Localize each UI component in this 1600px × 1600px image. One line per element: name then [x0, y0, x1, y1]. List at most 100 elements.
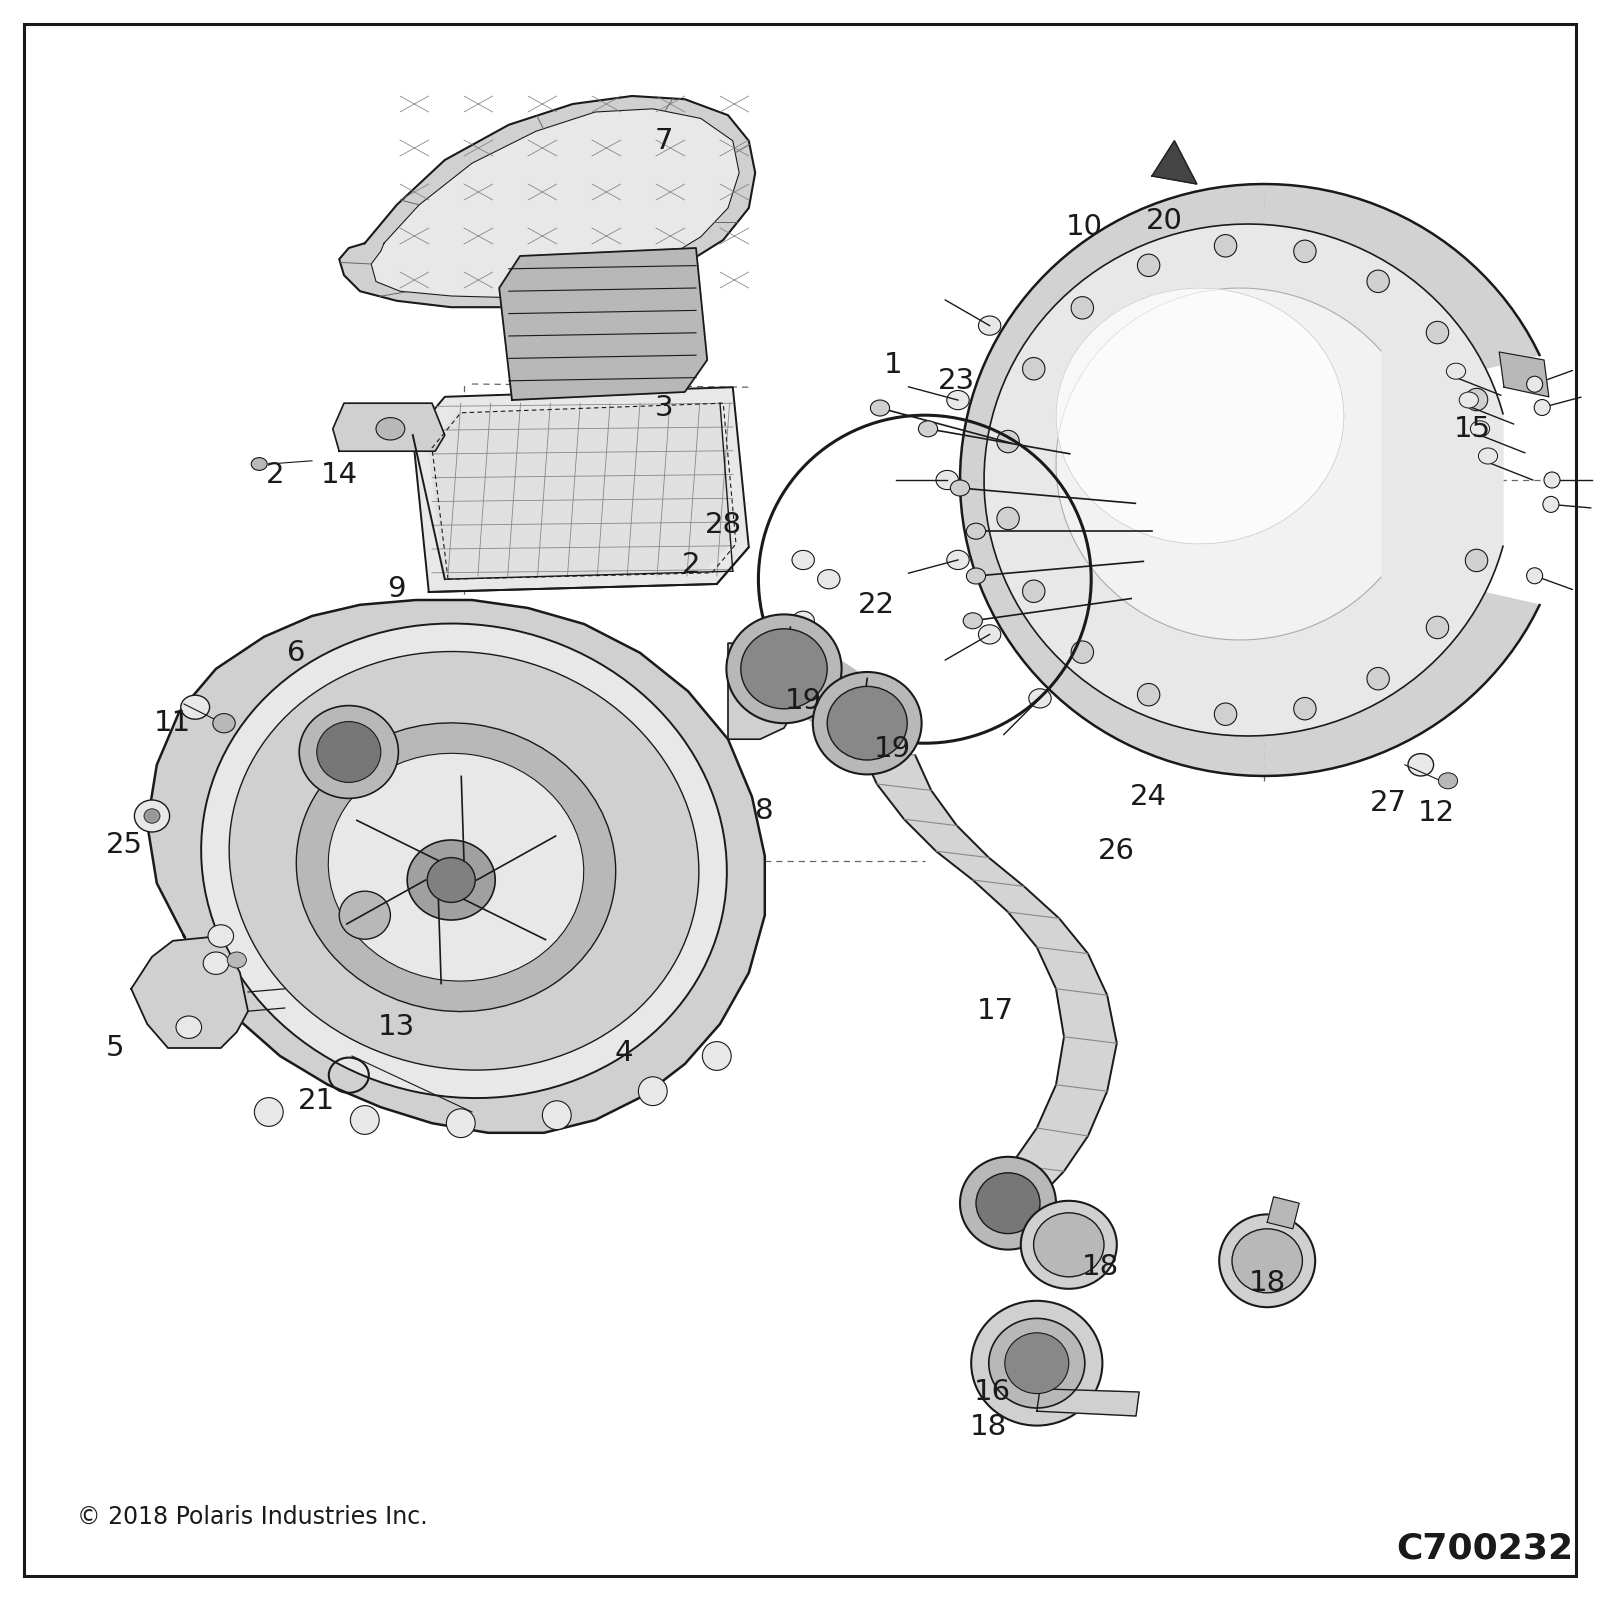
Ellipse shape — [1470, 421, 1490, 437]
Text: 9: 9 — [387, 574, 406, 603]
Ellipse shape — [979, 317, 1002, 334]
Polygon shape — [131, 936, 248, 1048]
Ellipse shape — [339, 891, 390, 939]
Ellipse shape — [1542, 496, 1558, 512]
Polygon shape — [1267, 1197, 1299, 1229]
Ellipse shape — [827, 686, 907, 760]
Ellipse shape — [1294, 698, 1317, 720]
Ellipse shape — [792, 550, 814, 570]
Text: 18: 18 — [1082, 1253, 1120, 1282]
Polygon shape — [147, 600, 765, 1133]
Ellipse shape — [1366, 667, 1389, 690]
Text: 26: 26 — [1098, 837, 1136, 866]
Polygon shape — [339, 96, 755, 307]
Ellipse shape — [1294, 240, 1317, 262]
Text: © 2018 Polaris Industries Inc.: © 2018 Polaris Industries Inc. — [77, 1504, 427, 1530]
Ellipse shape — [203, 952, 229, 974]
Ellipse shape — [960, 1157, 1056, 1250]
Polygon shape — [429, 403, 733, 579]
Text: 17: 17 — [976, 997, 1014, 1026]
Ellipse shape — [1526, 568, 1542, 584]
Ellipse shape — [1022, 357, 1045, 379]
Ellipse shape — [638, 1077, 667, 1106]
Text: 23: 23 — [938, 366, 976, 395]
Ellipse shape — [1466, 549, 1488, 571]
Text: 4: 4 — [614, 1038, 634, 1067]
Ellipse shape — [1034, 1213, 1104, 1277]
Text: 10: 10 — [1066, 213, 1104, 242]
Polygon shape — [1152, 141, 1197, 184]
Ellipse shape — [376, 418, 405, 440]
Ellipse shape — [144, 808, 160, 822]
Polygon shape — [781, 627, 867, 752]
Text: 11: 11 — [154, 709, 192, 738]
Ellipse shape — [741, 629, 827, 709]
Ellipse shape — [317, 722, 381, 782]
Text: 6: 6 — [286, 638, 306, 667]
Text: 25: 25 — [106, 830, 144, 859]
Polygon shape — [960, 184, 1539, 776]
Polygon shape — [861, 749, 1117, 1200]
Ellipse shape — [792, 611, 814, 630]
Text: 24: 24 — [1130, 782, 1168, 811]
Ellipse shape — [1070, 642, 1093, 664]
Polygon shape — [499, 248, 707, 400]
Text: 2: 2 — [682, 550, 701, 579]
Ellipse shape — [202, 624, 726, 1098]
Ellipse shape — [208, 925, 234, 947]
Ellipse shape — [966, 523, 986, 539]
Ellipse shape — [963, 613, 982, 629]
Polygon shape — [1037, 1389, 1139, 1416]
Ellipse shape — [1070, 296, 1093, 318]
Ellipse shape — [1526, 376, 1542, 392]
Ellipse shape — [446, 1109, 475, 1138]
Text: 21: 21 — [298, 1086, 336, 1115]
Polygon shape — [728, 643, 797, 739]
Text: 20: 20 — [1146, 206, 1184, 235]
Polygon shape — [1056, 288, 1344, 544]
Ellipse shape — [251, 458, 267, 470]
Polygon shape — [371, 109, 739, 298]
Text: 19: 19 — [874, 734, 912, 763]
Ellipse shape — [299, 706, 398, 798]
Ellipse shape — [254, 1098, 283, 1126]
Polygon shape — [984, 224, 1502, 736]
Text: 15: 15 — [1453, 414, 1491, 443]
Ellipse shape — [1214, 235, 1237, 258]
Ellipse shape — [227, 952, 246, 968]
Ellipse shape — [1466, 389, 1488, 411]
Ellipse shape — [1366, 270, 1389, 293]
Ellipse shape — [702, 1042, 731, 1070]
Ellipse shape — [134, 800, 170, 832]
Ellipse shape — [976, 1173, 1040, 1234]
Polygon shape — [333, 403, 445, 451]
Ellipse shape — [1005, 1333, 1069, 1394]
Text: 7: 7 — [654, 126, 674, 155]
Ellipse shape — [989, 1318, 1085, 1408]
Ellipse shape — [296, 723, 616, 1011]
Ellipse shape — [229, 651, 699, 1070]
Ellipse shape — [1214, 702, 1237, 725]
Text: 22: 22 — [858, 590, 896, 619]
Text: 8: 8 — [755, 797, 774, 826]
Ellipse shape — [966, 568, 986, 584]
Ellipse shape — [1408, 754, 1434, 776]
Ellipse shape — [328, 754, 584, 981]
Ellipse shape — [947, 390, 970, 410]
Ellipse shape — [1022, 581, 1045, 603]
Polygon shape — [1056, 288, 1381, 640]
Ellipse shape — [176, 1016, 202, 1038]
Text: 28: 28 — [704, 510, 742, 539]
Text: 19: 19 — [784, 686, 822, 715]
Ellipse shape — [1138, 683, 1160, 706]
Text: 13: 13 — [378, 1013, 416, 1042]
Text: 5: 5 — [106, 1034, 125, 1062]
Ellipse shape — [979, 626, 1002, 645]
Ellipse shape — [950, 480, 970, 496]
Polygon shape — [413, 387, 749, 592]
Polygon shape — [1499, 352, 1549, 397]
Ellipse shape — [1478, 448, 1498, 464]
Ellipse shape — [947, 550, 970, 570]
Text: 3: 3 — [654, 394, 674, 422]
Ellipse shape — [1138, 254, 1160, 277]
